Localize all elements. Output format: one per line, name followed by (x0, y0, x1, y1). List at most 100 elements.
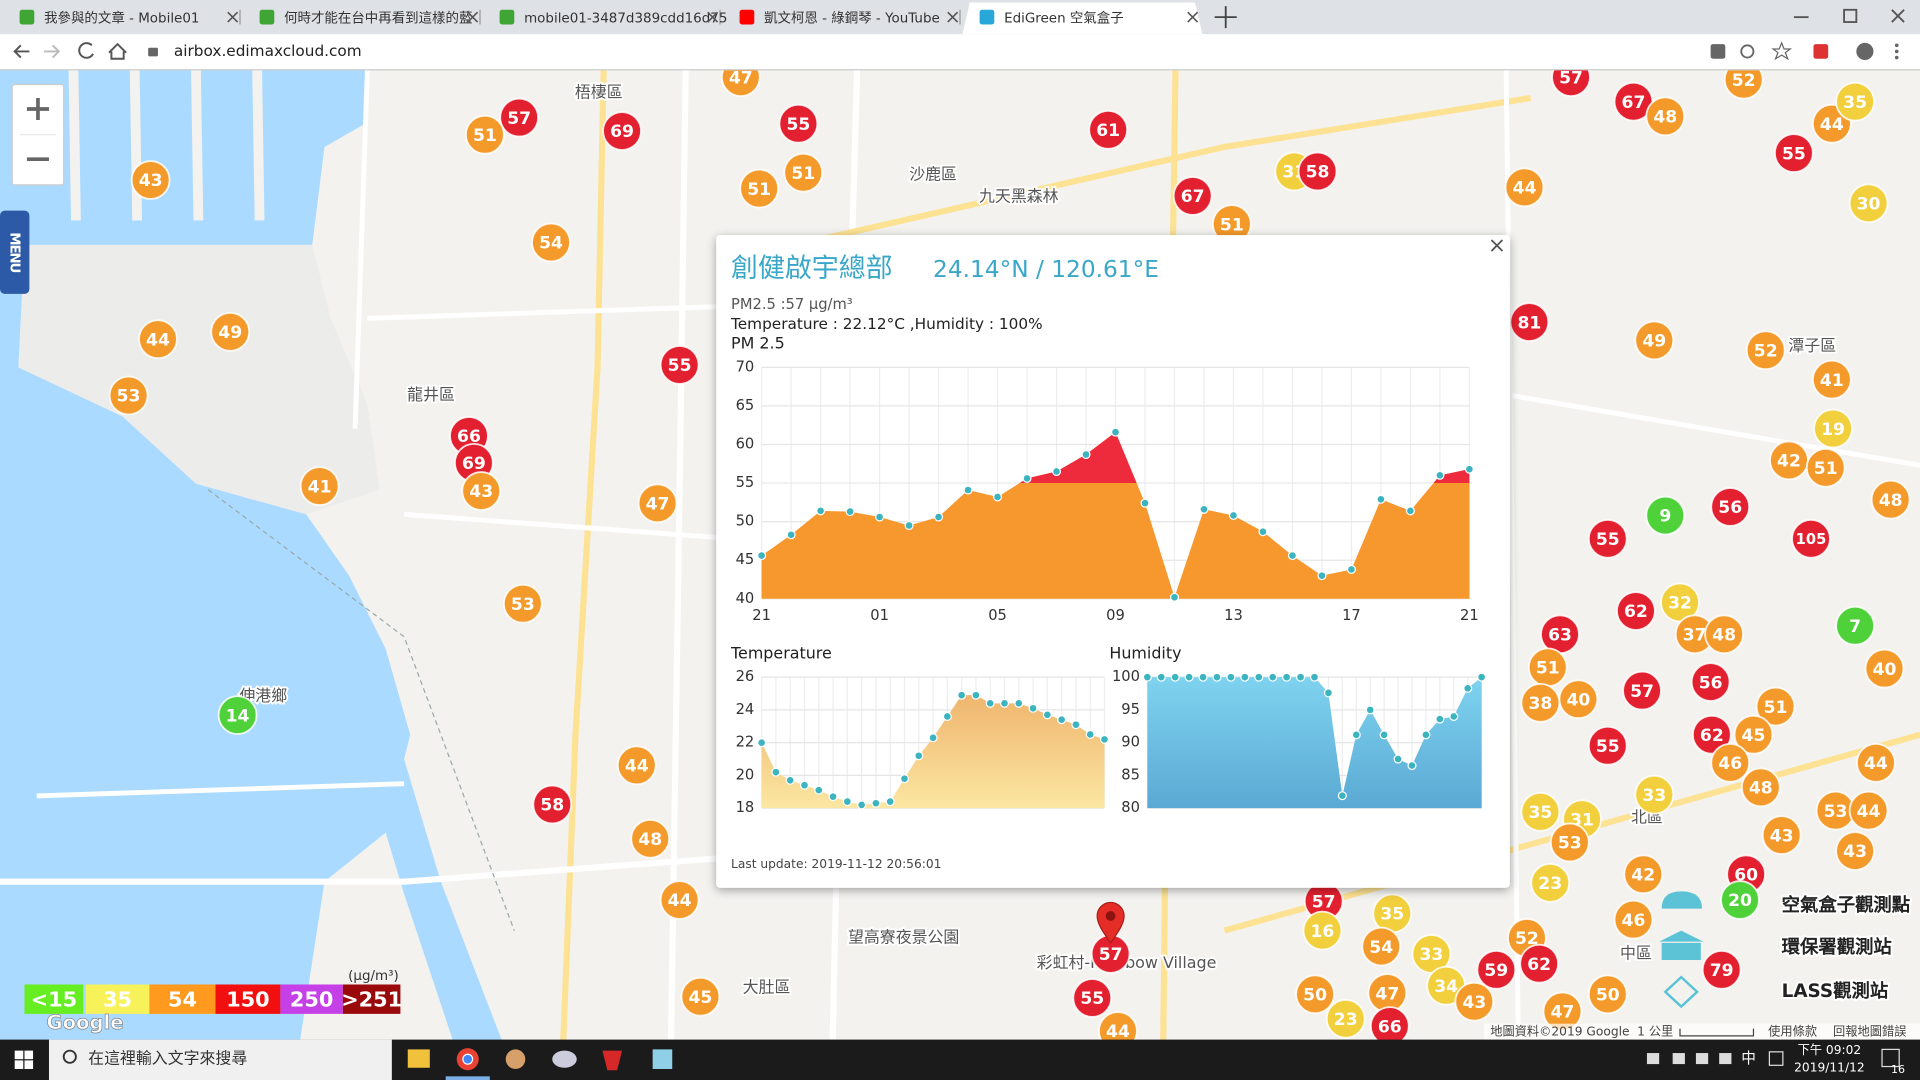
marker-dot[interactable] (1791, 518, 1831, 559)
marker-dot[interactable] (1720, 880, 1760, 920)
start-button[interactable] (14, 1050, 34, 1069)
marker-value[interactable]: 43 (139, 171, 163, 191)
tab-close[interactable] (227, 11, 239, 23)
marker[interactable]: 41 (299, 466, 340, 507)
marker-dot[interactable] (1710, 487, 1751, 527)
marker[interactable]: 50 (1295, 974, 1335, 1015)
marker[interactable]: 54 (531, 222, 571, 263)
marker-value[interactable]: 48 (638, 830, 662, 850)
marker-dot[interactable] (1835, 831, 1875, 871)
marker[interactable]: 43 (1835, 831, 1875, 871)
marker-dot[interactable] (1088, 109, 1129, 150)
marker-value[interactable]: 49 (1642, 332, 1666, 352)
marker-dot[interactable] (659, 345, 700, 385)
marker-value[interactable]: 19 (1821, 420, 1845, 440)
marker[interactable]: 40 (1558, 679, 1599, 720)
marker-value[interactable]: 14 (226, 706, 250, 726)
tab-title[interactable]: EdiGreen 空氣盒子 (1004, 9, 1124, 26)
marker-value[interactable]: 44 (146, 330, 170, 350)
marker[interactable]: 51 (465, 114, 505, 155)
marker-dot[interactable] (1616, 591, 1656, 631)
marker-value[interactable]: 9 (1659, 507, 1671, 527)
marker-value[interactable]: 47 (1551, 1003, 1575, 1023)
marker[interactable]: 56 (1690, 662, 1731, 702)
marker-value[interactable]: 23 (1334, 1010, 1358, 1030)
marker-dot[interactable] (1072, 978, 1113, 1018)
marker[interactable]: 54 (1361, 926, 1402, 967)
marker-value[interactable]: 50 (1596, 986, 1620, 1006)
marker-value[interactable]: 32 (1668, 594, 1692, 614)
marker-dot[interactable] (1835, 605, 1875, 646)
marker[interactable]: 48 (630, 818, 671, 859)
tab-title[interactable]: mobile01-3487d389cdd16d75 (524, 11, 727, 26)
marker[interactable]: 44 (616, 745, 657, 786)
marker-dot[interactable] (783, 152, 824, 193)
marker-dot[interactable] (502, 583, 543, 624)
marker-value[interactable]: 44 (1106, 1022, 1130, 1042)
marker[interactable]: 62 (1616, 591, 1656, 631)
marker-value[interactable]: 48 (1712, 626, 1736, 646)
marker[interactable]: 44 (1856, 742, 1896, 783)
marker-value[interactable]: 43 (1770, 826, 1794, 846)
marker-value[interactable]: 58 (1306, 163, 1330, 183)
marker-value[interactable]: 66 (1378, 1017, 1402, 1037)
marker-dot[interactable] (1172, 176, 1213, 216)
marker-dot[interactable] (1710, 742, 1751, 783)
marker-dot[interactable] (1813, 408, 1853, 449)
marker-dot[interactable] (138, 319, 178, 360)
marker-dot[interactable] (630, 818, 671, 859)
active-tab[interactable] (962, 2, 1203, 35)
marker-dot[interactable] (1740, 767, 1781, 808)
marker[interactable]: 44 (1504, 167, 1545, 208)
marker[interactable]: 44 (138, 319, 178, 360)
marker-dot[interactable] (680, 976, 721, 1017)
zoom-in[interactable] (26, 97, 49, 120)
marker-value[interactable]: 42 (1777, 452, 1801, 472)
marker-dot[interactable] (616, 745, 657, 786)
marker-value[interactable]: 79 (1710, 961, 1734, 981)
marker[interactable]: 42 (1623, 854, 1664, 895)
marker-value[interactable]: 51 (1814, 459, 1838, 479)
marker[interactable]: 33 (1411, 933, 1452, 974)
marker-value[interactable]: 67 (1622, 93, 1646, 113)
marker-value[interactable]: 41 (308, 477, 332, 497)
marker-value[interactable]: 43 (1462, 993, 1486, 1013)
marker[interactable]: 57 (1090, 933, 1131, 974)
marker[interactable]: 66 (449, 416, 489, 456)
marker-dot[interactable] (1864, 648, 1905, 689)
marker-value[interactable]: 48 (1653, 108, 1677, 128)
marker-dot[interactable] (1811, 359, 1852, 400)
tab-close[interactable] (1187, 11, 1199, 23)
marker-value[interactable]: 44 (1864, 754, 1888, 774)
marker-value[interactable]: 51 (1220, 215, 1244, 235)
marker-dot[interactable] (299, 466, 340, 507)
marker-value[interactable]: 34 (1434, 977, 1458, 997)
marker-dot[interactable] (1634, 320, 1675, 361)
tab-title[interactable]: 我參與的文章 - Mobile01 (44, 9, 199, 26)
marker[interactable]: 35 (1835, 81, 1875, 122)
marker-dot[interactable] (1504, 167, 1545, 208)
marker-dot[interactable] (1587, 974, 1628, 1015)
marker-dot[interactable] (1549, 822, 1590, 863)
marker[interactable]: 19 (1813, 408, 1853, 449)
marker[interactable]: 45 (680, 976, 721, 1017)
marker-dot[interactable] (739, 168, 780, 209)
marker-value[interactable]: 45 (688, 988, 712, 1008)
marker[interactable]: 58 (1297, 151, 1338, 192)
marker-value[interactable]: 44 (1513, 179, 1537, 199)
marker[interactable]: 37 (1674, 614, 1715, 655)
marker-value[interactable]: 43 (1843, 842, 1867, 862)
marker-dot[interactable] (1773, 133, 1814, 173)
marker-dot[interactable] (1691, 714, 1732, 755)
marker[interactable]: 57 (499, 97, 540, 138)
marker-dot[interactable] (217, 695, 258, 735)
marker[interactable]: 23 (1530, 862, 1571, 903)
tab-title[interactable]: 何時才能在台中再看到這樣的藍 (284, 9, 472, 26)
marker[interactable]: 53 (108, 375, 149, 416)
marker[interactable]: 67 (1172, 176, 1213, 216)
marker-value[interactable]: 63 (1548, 626, 1572, 646)
marker-dot[interactable] (461, 471, 502, 511)
marker[interactable]: 38 (1520, 682, 1561, 723)
marker-value[interactable]: 16 (1311, 922, 1335, 942)
marker-value[interactable]: 47 (646, 494, 670, 514)
